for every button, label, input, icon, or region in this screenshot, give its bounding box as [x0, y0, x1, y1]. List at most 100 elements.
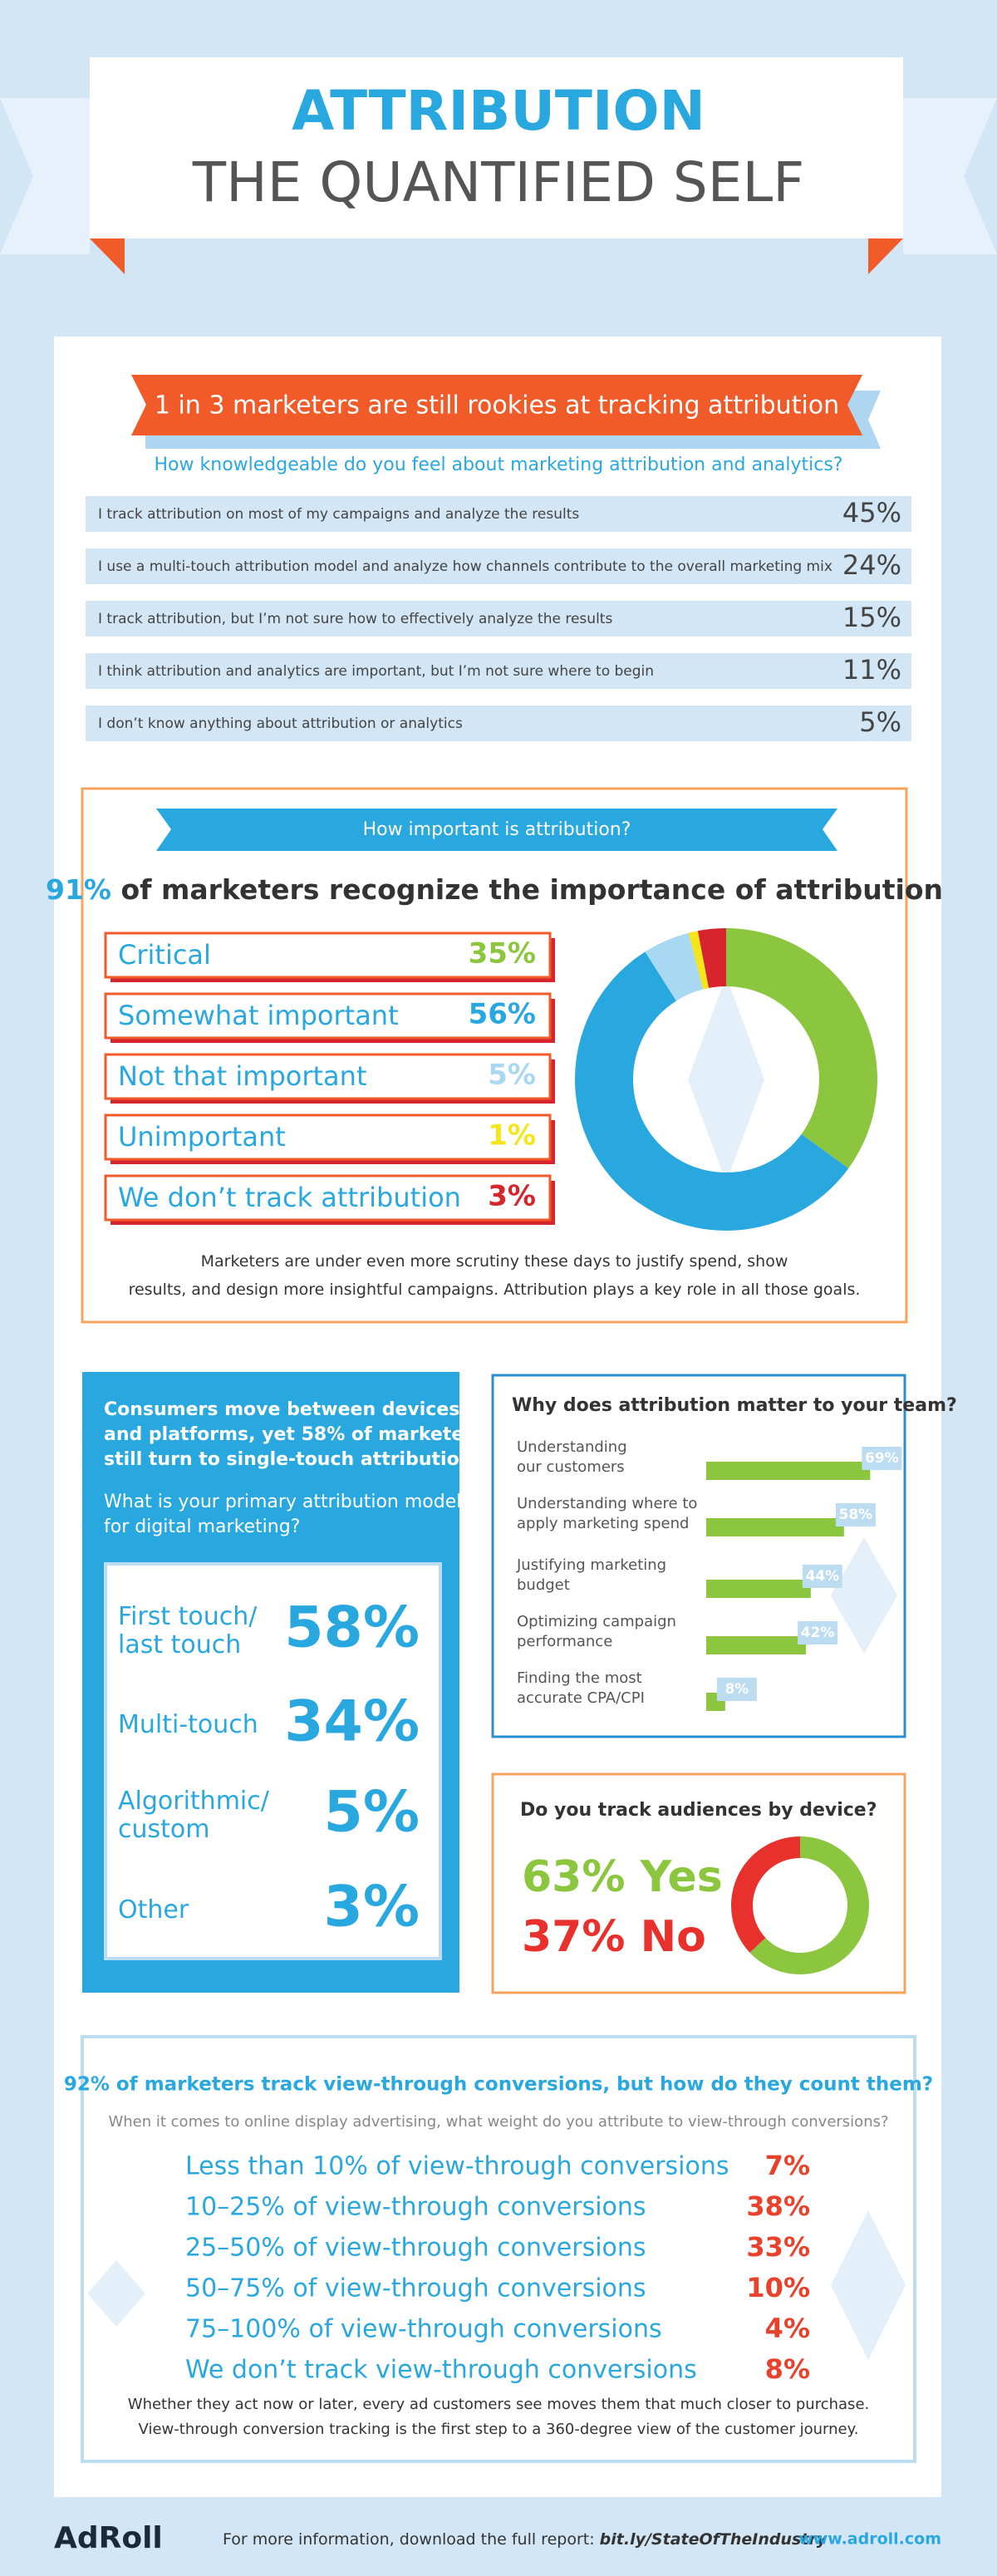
row [86, 601, 911, 637]
value-label: 1% [488, 1119, 536, 1153]
banner-text: 1 in 3 marketers are still rookies at tr… [155, 391, 839, 420]
question: How knowledgeable do you feel about mark… [155, 455, 843, 475]
slice [645, 932, 704, 1001]
row-label: I don’t know anything about attribution … [98, 715, 463, 732]
question: When it comes to online display advertis… [108, 2113, 888, 2131]
category: No [641, 1912, 706, 1962]
headline-pct: 91% [46, 873, 111, 906]
row [86, 496, 911, 532]
banner [156, 809, 837, 851]
ribbon [90, 57, 903, 238]
box [81, 2035, 916, 2463]
category: Unimportant [118, 1121, 286, 1153]
value-label: 69% [865, 1450, 899, 1467]
row-label: Other [118, 1895, 189, 1925]
device-answer: 37% No [522, 1912, 706, 1962]
value-box [802, 1565, 842, 1588]
note-line: results, and design more insightful camp… [129, 1281, 861, 1299]
row-label-line: Other [118, 1895, 189, 1925]
footer-site[interactable]: www.adroll.com [798, 2530, 941, 2549]
footer-info: For more information, download the full … [223, 2530, 595, 2549]
headline-space [111, 873, 121, 906]
row [86, 548, 911, 584]
row-label-line: Multi-touch [118, 1710, 258, 1739]
category: Somewhat important [118, 1000, 399, 1031]
banner [131, 375, 862, 435]
category: Not that important [118, 1060, 366, 1092]
category-line: Understanding [517, 1438, 627, 1456]
bar [706, 1518, 844, 1536]
row-value: 5% [324, 1780, 420, 1846]
note: Marketers are under even more scrutiny t… [129, 1252, 861, 1299]
category-line: performance [517, 1633, 612, 1650]
category: Understanding where to apply marketing sp… [517, 1495, 697, 1532]
title: Do you track audiences by device? [520, 1800, 877, 1821]
note: Whether they act now or later, every ad … [128, 2396, 869, 2438]
value-label: 5% [488, 1059, 536, 1092]
space [625, 1852, 640, 1902]
category: Finding the most accurate CPA/CPI [517, 1669, 645, 1707]
label-box [104, 1113, 552, 1161]
category-line: Justifying marketing [516, 1556, 666, 1574]
value-box [716, 1678, 757, 1701]
category: We don’t track attribution [118, 1182, 461, 1213]
row-value: 11% [842, 654, 901, 686]
headline-line: and platforms, yet 58% of marketers [104, 1424, 484, 1445]
row-value: 24% [842, 549, 901, 581]
row-value: 45% [842, 497, 901, 528]
ribbon-fold [90, 238, 125, 274]
row-label: We don’t track view-through conversions [185, 2356, 697, 2385]
row-label: I use a multi-touch attribution model an… [98, 558, 832, 575]
footer-link[interactable]: bit.ly/StateOfTheIndustry [600, 2530, 828, 2549]
label-box [104, 932, 552, 979]
slice [731, 1836, 800, 1953]
box [491, 1374, 906, 1738]
question: What is your primary attribution model fo… [104, 1492, 461, 1537]
decor [831, 2210, 906, 2360]
row-label-line: custom [118, 1815, 209, 1844]
row-label: First touch/last touch [118, 1602, 258, 1659]
row-label-line: last touch [118, 1630, 241, 1659]
row-value: 34% [284, 1689, 420, 1755]
question-line: for digital marketing? [104, 1517, 300, 1537]
category-line: apply marketing spend [517, 1515, 689, 1532]
slice [688, 931, 710, 990]
category-line: Understanding where to [517, 1495, 697, 1512]
value-box [798, 1621, 838, 1644]
headline: 91% of marketers recognize the importanc… [46, 873, 943, 906]
value-label: 35% [469, 937, 536, 971]
value-box [835, 1503, 876, 1526]
value-label: 3% [488, 1180, 536, 1213]
value-label: 63% [522, 1852, 625, 1902]
title: Why does attribution matter to your team… [512, 1395, 957, 1416]
headline: 92% of marketers track view-through conv… [64, 2074, 933, 2096]
row [86, 705, 911, 741]
category-line: budget [517, 1576, 570, 1594]
row-value: 4% [765, 2313, 810, 2344]
row-value: 8% [765, 2353, 810, 2385]
category: Yes [640, 1852, 723, 1902]
value-box [862, 1447, 902, 1470]
headline-line: Consumers move between devices [104, 1399, 459, 1420]
row-value: 5% [859, 706, 901, 738]
slice [697, 928, 726, 988]
row-value: 38% [746, 2190, 810, 2222]
note-line: Marketers are under even more scrutiny t… [201, 1252, 788, 1271]
question-line: What is your primary attribution model [104, 1492, 461, 1512]
row-value: 15% [842, 602, 901, 633]
row-value: 10% [746, 2272, 810, 2303]
space [625, 1912, 640, 1962]
row-value: 33% [746, 2231, 810, 2263]
subtitle: THE QUANTIFIED SELF [192, 150, 804, 214]
title: ATTRIBUTION [292, 79, 705, 143]
ribbon-fold [868, 238, 903, 274]
row-label: 75–100% of view-through conversions [185, 2315, 662, 2344]
category: Optimizing campaign performance [517, 1613, 676, 1650]
banner-text: How important is attribution? [363, 819, 631, 840]
inner [104, 1562, 442, 1960]
category-line: our customers [517, 1458, 625, 1476]
value-label: 37% [522, 1912, 625, 1962]
category: Understanding our customers [517, 1438, 627, 1476]
